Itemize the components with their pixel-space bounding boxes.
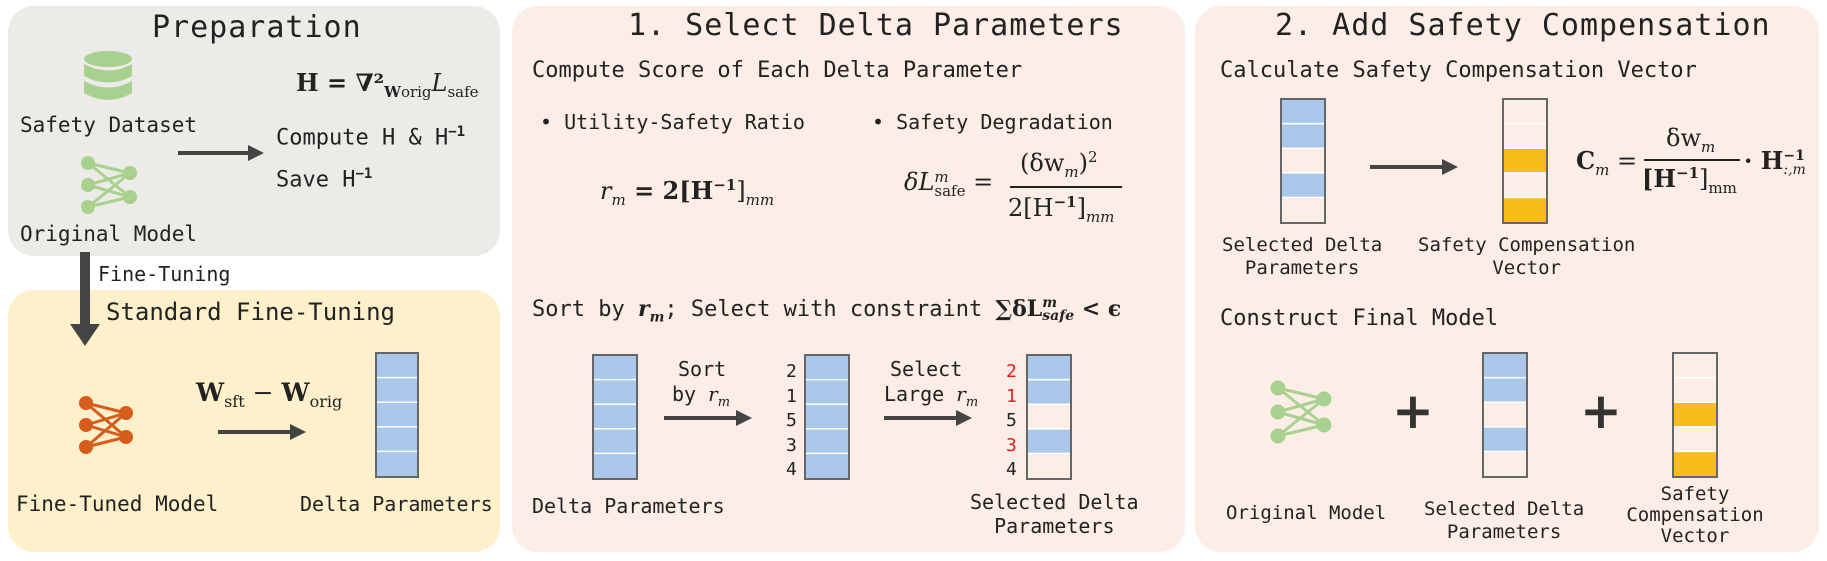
original-model-network-icon [81,156,137,214]
safety-compensation-vector-label: Safety Compensation Vector [1418,234,1636,279]
standard-ft-title: Standard Fine-Tuning [106,298,395,326]
sort-arrow-label-2: by rm [672,382,731,410]
sorted-rank: 3 [786,434,797,456]
selected-delta-label: Selected Delta Parameters [970,490,1139,538]
sort-constraint-line: Sort by rm; Select with constraint ∑δLm s… [532,295,1122,326]
save-step: Save H−1 [276,166,373,193]
sorted-rank: 4 [786,459,797,481]
hessian-definition: H = ∇²WorigLsafe [296,68,479,101]
fine-tuning-label: Fine-Tuning [98,262,231,286]
select-delta-subtitle: Compute Score of Each Delta Parameter [532,58,1023,83]
plus-sign-1: + [1392,382,1434,440]
bullet-safety-degradation: • Safety Degradation [872,110,1113,134]
ft-delta-parameters-column [375,352,419,478]
selected-delta-column [1026,354,1072,480]
preparation-title: Preparation [152,10,362,45]
final-selected-delta-column [1482,352,1528,478]
select-delta-title: 1. Select Delta Parameters [628,8,1124,43]
plus-sign-2: + [1580,382,1622,440]
select-arrow-label-2: Large rm [884,382,979,410]
safety-comp-title: 2. Add Safety Compensation [1275,8,1771,43]
selected-rank: 2 [1006,361,1017,382]
sorted-rank: 2 [786,361,797,382]
selected-rank: 1 [1006,385,1017,407]
ratio-formula: rm = 2[H−1]mm [600,176,775,209]
sorted-ranks: 2 1 5 3 4 [786,360,797,483]
compensation-denominator: [H−1]mm [1642,164,1737,197]
unsorted-delta-label: Delta Parameters [532,494,725,518]
safety-dataset-label: Safety Dataset [20,113,198,137]
select-arrow [884,410,972,426]
degradation-lhs: δLm safe = [904,167,994,200]
compensation-formula-lhs: Cm = [1576,146,1638,179]
calc-arrow [1370,159,1458,175]
final-original-model-network-icon [1270,380,1332,444]
preparation-arrow [178,145,264,161]
unsorted-delta-column [592,354,638,480]
preparation-panel [8,6,500,256]
degradation-fraction-bar [1010,186,1122,188]
safety-comp-subtitle: Calculate Safety Compensation Vector [1220,58,1697,83]
ft-arrow [218,424,306,440]
selected-rank: 3 [1006,434,1017,456]
calc-selected-delta-label: Selected Delta Parameters [1222,234,1383,279]
sorted-rank: 5 [786,410,797,432]
database-icon [84,51,132,100]
original-model-label: Original Model [20,222,198,246]
fine-tuned-model-label: Fine-Tuned Model [16,492,219,516]
sorted-rank: 1 [786,385,797,407]
delta-formula: Wsft − Worig [196,378,343,411]
compensation-numerator: δwm [1666,124,1716,156]
calc-selected-delta-column [1280,98,1326,224]
bullet-utility-safety-ratio: • Utility-Safety Ratio [540,110,805,134]
selected-ranks: 2 1 5 3 4 [1006,360,1017,483]
fine-tuned-model-network-icon [79,396,133,454]
sort-arrow [664,410,752,426]
selected-rank: 5 [1006,410,1017,432]
construct-final-model-title: Construct Final Model [1220,306,1499,331]
final-selected-delta-label: Selected Delta Parameters [1424,498,1585,543]
ft-delta-parameters-label: Delta Parameters [300,492,493,516]
final-safety-compensation-vector-label: Safety Compensation Vector [1626,483,1764,547]
compensation-fraction-bar [1644,159,1740,161]
fine-tuning-arrow [70,252,100,346]
final-safety-compensation-vector-column [1672,352,1718,478]
select-arrow-label-1: Select [890,357,963,381]
selected-rank: 4 [1006,459,1017,481]
sorted-delta-column [804,354,850,480]
safety-compensation-vector-column [1502,98,1548,224]
degradation-denominator: 2[H−1]mm [1008,193,1115,226]
sort-arrow-label-1: Sort [678,357,727,381]
final-original-model-label: Original Model [1226,502,1387,524]
degradation-numerator: (δwm)2 [1020,148,1098,181]
compute-step: Compute H & H−1 [276,124,466,151]
compensation-hessian-term: · H−1:,m [1744,146,1806,178]
